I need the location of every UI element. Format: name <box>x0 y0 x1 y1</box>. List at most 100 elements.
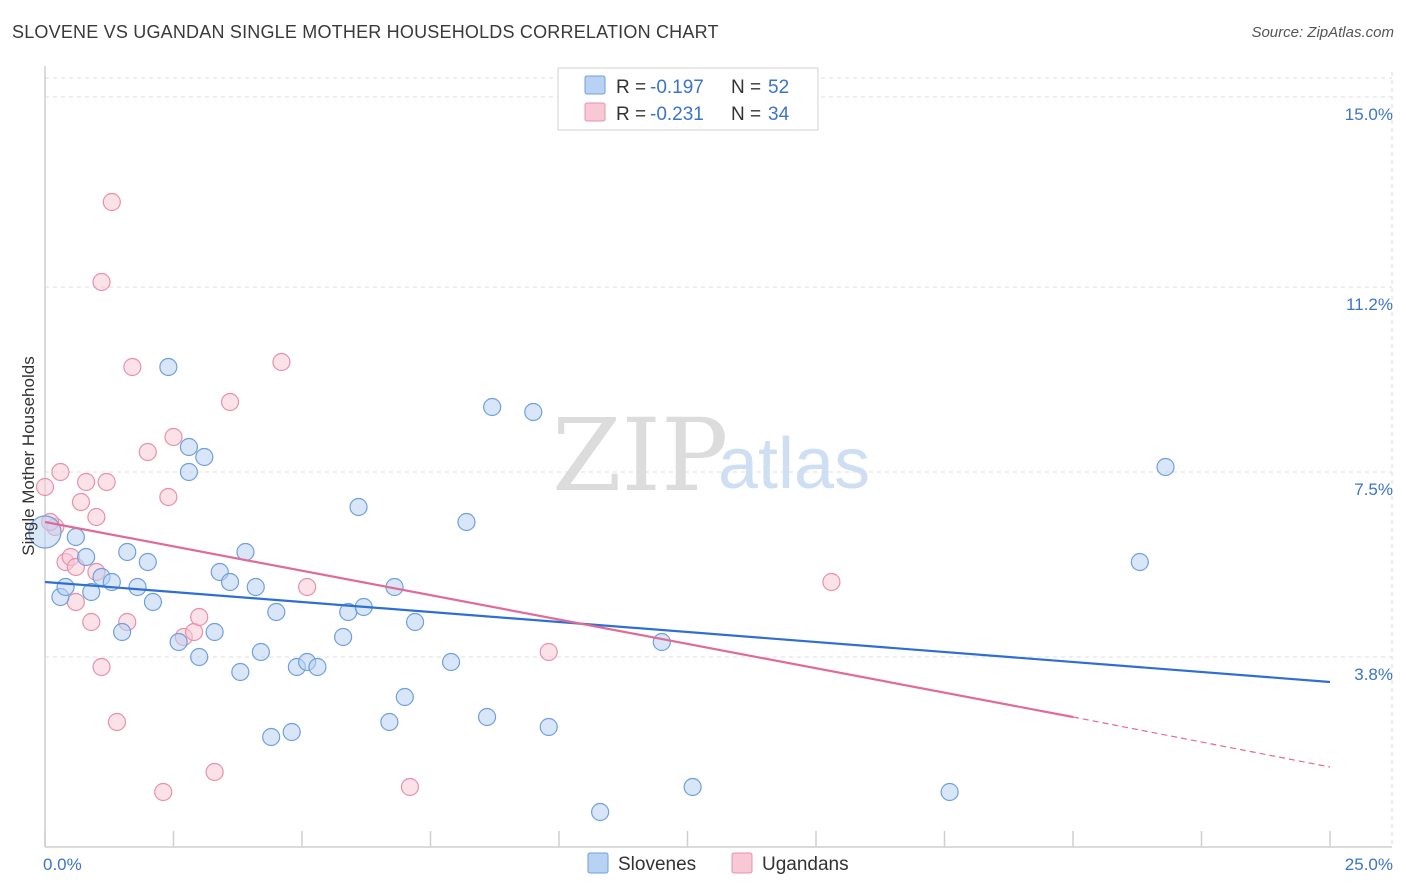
slovenes-point <box>179 437 199 457</box>
series-legend: Slovenes Ugandans <box>587 852 849 875</box>
ugandans-point <box>97 472 116 492</box>
slovenes-point <box>477 707 497 727</box>
ugandans-point <box>92 272 111 292</box>
watermark: ZIP atlas <box>552 397 870 514</box>
ugandans-point <box>71 492 91 512</box>
ugandans-point <box>154 782 173 802</box>
slovenes-point <box>231 662 250 682</box>
slovenes-point <box>112 622 132 642</box>
x-tick-label: 0.0% <box>43 855 82 874</box>
ugandans-point <box>82 612 101 632</box>
ugandans-point <box>66 592 85 612</box>
slovenes-point <box>179 462 199 482</box>
y-tick-label: 3.8% <box>1354 665 1393 684</box>
slovenes-point <box>395 687 414 707</box>
slovenes-point <box>282 722 301 742</box>
slovenes-point <box>1130 552 1149 572</box>
ugandans-point <box>164 427 183 447</box>
slovenes-point <box>138 552 157 572</box>
slovenes-point <box>539 717 558 737</box>
ugandans-point <box>822 572 841 592</box>
ugandans-point <box>123 357 142 377</box>
ugandans-point <box>92 657 111 677</box>
ugandans-point <box>138 442 157 462</box>
slovenes-trendline <box>44 580 1331 684</box>
x-tick-label: 25.0% <box>1345 855 1393 874</box>
bottom-legend-swatch-slovenes <box>587 852 609 874</box>
ugandans-point <box>298 577 317 597</box>
ugandans-trendline <box>44 520 1074 719</box>
ugandans-point <box>190 607 209 627</box>
slovenes-point <box>262 727 281 747</box>
ugandans-point <box>107 712 127 732</box>
slovenes-point <box>483 397 502 417</box>
slovenes-point <box>405 612 425 632</box>
legend-n-label-slovenes: N = <box>731 77 761 98</box>
ugandans-point <box>220 392 240 412</box>
ugandans-point <box>400 777 420 797</box>
legend-swatch-slovenes <box>584 75 606 95</box>
ugandans-point <box>539 642 558 662</box>
slovenes-point <box>143 592 163 612</box>
slovenes-point <box>591 802 610 822</box>
slovenes-point <box>190 647 209 667</box>
source-label: Source: ZipAtlas.com <box>1251 24 1394 41</box>
slovenes-point <box>524 402 543 422</box>
slovenes-point <box>169 632 188 652</box>
ugandans-trendline-extension <box>1072 716 1331 768</box>
bottom-legend-label-ugandans: Ugandans <box>762 854 849 875</box>
axes-layer <box>44 66 1392 848</box>
slovenes-point <box>380 712 399 732</box>
chart-title: SLOVENE VS UGANDAN SINGLE MOTHER HOUSEHO… <box>12 22 719 42</box>
slovenes-point <box>334 627 353 647</box>
legend-n-value-ugandans: 34 <box>768 104 790 125</box>
slovenes-point <box>349 497 368 517</box>
y-tick-label: 11.2% <box>1346 295 1393 314</box>
y-axis-label: Single Mother Households <box>19 356 38 555</box>
watermark-atlas: atlas <box>718 424 870 504</box>
ugandans-point <box>205 762 224 782</box>
slovenes-point <box>267 602 286 622</box>
ugandans-point <box>77 472 96 492</box>
slovenes-point <box>441 652 461 672</box>
y-tick-label: 15.0% <box>1345 105 1393 124</box>
ugandans-point <box>87 507 106 527</box>
bottom-legend-swatch-ugandans <box>731 852 753 874</box>
slovenes-point <box>220 572 240 592</box>
slovenes-point <box>652 632 671 652</box>
ticks-layer: 3.8% 7.5% 11.2% 15.0% 0.0% 25.0% <box>43 105 1393 874</box>
legend-r-value-ugandans: -0.231 <box>650 104 704 125</box>
slovenes-point <box>308 657 327 677</box>
slovenes-point <box>246 577 265 597</box>
y-tick-label: 7.5% <box>1354 480 1393 499</box>
bottom-legend-label-slovenes: Slovenes <box>618 854 696 875</box>
trend-layer <box>44 520 1331 768</box>
slovenes-point <box>940 782 959 802</box>
legend-swatch-ugandans <box>584 102 606 122</box>
legend-r-label-slovenes: R = <box>616 77 646 98</box>
slovenes-point <box>683 777 702 797</box>
slovenes-point <box>205 622 224 642</box>
slovenes-point <box>195 447 214 467</box>
slovenes-point <box>56 577 75 597</box>
legend-r-label-ugandans: R = <box>616 104 646 125</box>
ugandans-point <box>102 192 121 212</box>
ugandans-point <box>159 487 178 507</box>
slovenes-point <box>82 582 101 602</box>
legend-n-label-ugandans: N = <box>731 104 761 125</box>
slovenes-point <box>251 642 270 662</box>
slovenes-points <box>28 357 1175 822</box>
ugandans-point <box>51 462 70 482</box>
legend-n-value-slovenes: 52 <box>768 77 789 98</box>
slovenes-point <box>457 512 476 532</box>
ugandans-point <box>272 352 291 372</box>
legend-r-value-slovenes: -0.197 <box>650 77 704 98</box>
slovenes-point <box>66 527 85 547</box>
watermark-zip: ZIP <box>552 397 728 514</box>
slovenes-point <box>1156 457 1175 477</box>
ugandans-point <box>35 477 55 497</box>
slovenes-point <box>118 542 137 562</box>
slovenes-point <box>159 357 178 377</box>
slovenes-point <box>77 547 96 567</box>
